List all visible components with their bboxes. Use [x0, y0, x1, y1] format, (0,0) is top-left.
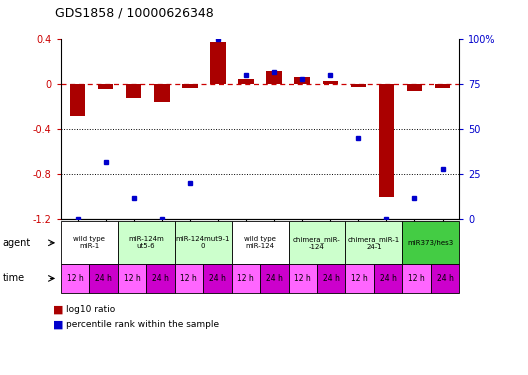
- Bar: [435, 84, 450, 88]
- Bar: [379, 84, 394, 197]
- Text: 24 h: 24 h: [437, 274, 454, 283]
- Text: 24 h: 24 h: [95, 274, 112, 283]
- Bar: [98, 84, 114, 89]
- Text: chimera_miR-1
24-1: chimera_miR-1 24-1: [348, 236, 400, 250]
- Text: 12 h: 12 h: [351, 274, 368, 283]
- Text: ■: ■: [53, 304, 63, 314]
- Text: miR-124mut9-1
0: miR-124mut9-1 0: [176, 236, 230, 249]
- Bar: [126, 84, 142, 98]
- Bar: [295, 76, 310, 84]
- Text: agent: agent: [3, 238, 31, 248]
- Bar: [323, 81, 338, 84]
- Text: 12 h: 12 h: [408, 274, 425, 283]
- Text: log10 ratio: log10 ratio: [66, 305, 115, 314]
- Text: 24 h: 24 h: [266, 274, 282, 283]
- Bar: [238, 79, 254, 84]
- Text: 12 h: 12 h: [238, 274, 254, 283]
- Text: 12 h: 12 h: [181, 274, 197, 283]
- Text: 12 h: 12 h: [67, 274, 83, 283]
- Text: chimera_miR-
-124: chimera_miR- -124: [293, 236, 341, 250]
- Text: wild type
miR-1: wild type miR-1: [73, 236, 105, 249]
- Text: ■: ■: [53, 320, 63, 329]
- Bar: [351, 84, 366, 87]
- Text: miR-124m
ut5-6: miR-124m ut5-6: [128, 236, 164, 249]
- Text: time: time: [3, 273, 25, 284]
- Text: miR373/hes3: miR373/hes3: [408, 240, 454, 246]
- Bar: [182, 84, 197, 88]
- Bar: [407, 84, 422, 91]
- Bar: [70, 84, 86, 116]
- Text: 24 h: 24 h: [152, 274, 169, 283]
- Text: 24 h: 24 h: [209, 274, 226, 283]
- Text: 12 h: 12 h: [295, 274, 311, 283]
- Bar: [210, 42, 225, 84]
- Text: 12 h: 12 h: [124, 274, 140, 283]
- Text: 24 h: 24 h: [323, 274, 340, 283]
- Bar: [266, 71, 282, 84]
- Text: 24 h: 24 h: [380, 274, 397, 283]
- Bar: [154, 84, 169, 102]
- Text: wild type
miR-124: wild type miR-124: [244, 236, 276, 249]
- Text: GDS1858 / 10000626348: GDS1858 / 10000626348: [55, 7, 214, 20]
- Text: percentile rank within the sample: percentile rank within the sample: [66, 320, 219, 329]
